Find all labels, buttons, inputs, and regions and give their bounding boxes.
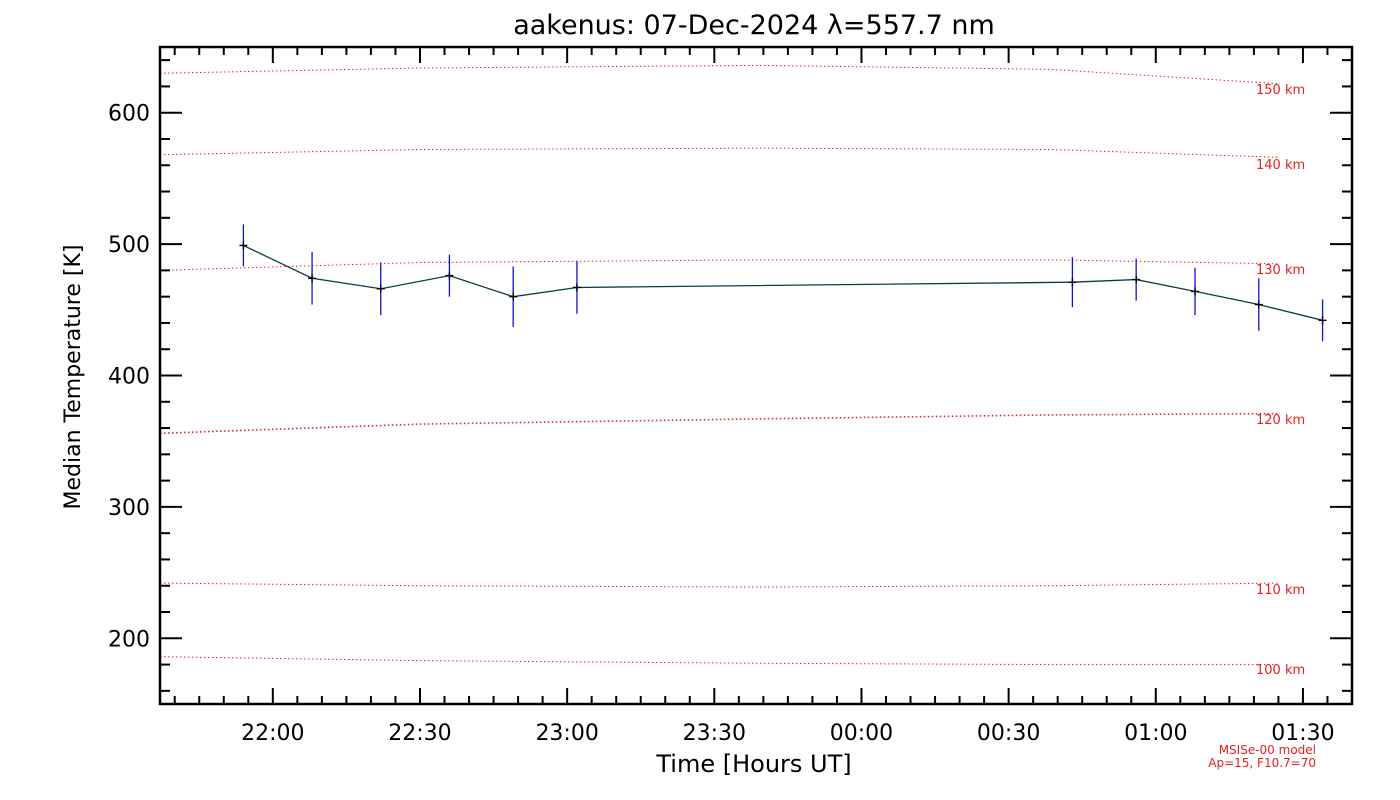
y-tick-label: 600 (108, 102, 150, 127)
data-point (376, 284, 385, 293)
y-axis-label: Median Temperature [K] (61, 245, 86, 510)
model-annotation: MSISe-00 model (1219, 743, 1316, 757)
data-point (445, 271, 454, 280)
model-line-130-km (159, 259, 1281, 271)
model-line-100-km (159, 656, 1280, 666)
x-tick-label: 22:00 (241, 721, 304, 746)
x-tick-label: 00:30 (977, 721, 1040, 746)
data-point (1318, 316, 1327, 325)
data-point (1068, 278, 1077, 287)
model-line-label: 140 km (1256, 158, 1305, 173)
model-line-140-km (159, 147, 1281, 158)
x-tick-label: 23:00 (535, 721, 598, 746)
y-tick-label: 300 (108, 496, 150, 521)
x-tick-label: 01:30 (1271, 721, 1334, 746)
chart-title: aakenus: 07-Dec-2024 λ=557.7 nm (513, 10, 995, 41)
model-line-label: 150 km (1256, 83, 1305, 98)
x-tick-label: 23:30 (683, 721, 746, 746)
data-point (239, 241, 248, 250)
msis-model-lines: 150 km 140 km 130 km 120 km 110 km 100 km (159, 64, 1305, 678)
x-axis-label: Time [Hours UT] (655, 750, 851, 778)
plot-axes: 22:00 22:30 23:00 23:30 00:00 00:30 01:00 01:30… (108, 45, 1354, 746)
model-line-label: 120 km (1256, 413, 1305, 428)
model-line-120-km (159, 412, 1281, 435)
series-line (243, 244, 1323, 321)
x-tick-label: 22:30 (388, 721, 451, 746)
data-point (1254, 300, 1263, 309)
y-tick-label: 400 (108, 365, 150, 390)
y-tick-label: 500 (108, 233, 150, 258)
model-params-annotation: Ap=15, F10.7=70 (1208, 756, 1316, 770)
data-point (1191, 287, 1200, 296)
data-point (308, 274, 317, 283)
model-line-label: 130 km (1256, 263, 1305, 278)
model-line-label: 110 km (1256, 583, 1305, 598)
y-tick-label: 200 (108, 627, 150, 652)
x-tick-label: 00:00 (830, 721, 893, 746)
temperature-series (239, 224, 1327, 342)
plot-frame (158, 45, 1354, 706)
data-point (509, 292, 518, 301)
x-tick-label: 01:00 (1124, 721, 1187, 746)
model-line-label: 100 km (1256, 663, 1305, 678)
model-line-150-km (159, 64, 1281, 85)
data-point (1132, 275, 1141, 284)
data-point (572, 283, 581, 292)
model-line-110-km (159, 582, 1281, 588)
